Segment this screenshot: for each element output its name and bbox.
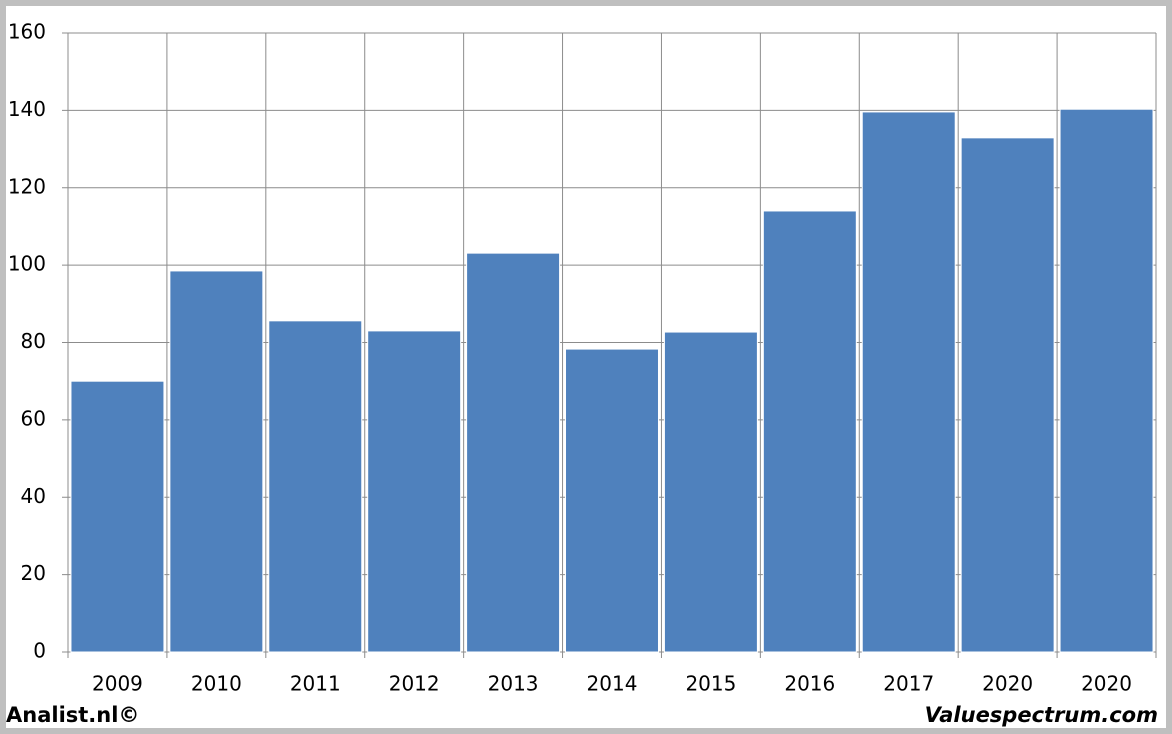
bar <box>367 330 462 653</box>
y-tick-label: 140 <box>8 97 46 121</box>
y-tick-label: 160 <box>8 20 46 44</box>
bar <box>762 210 857 653</box>
y-tick-label: 120 <box>8 174 46 198</box>
y-tick-label: 80 <box>21 329 46 353</box>
x-tick-label: 2016 <box>784 672 835 696</box>
x-tick-label: 2020 <box>1081 672 1132 696</box>
bar <box>861 111 956 653</box>
x-tick-label: 2011 <box>290 672 341 696</box>
y-tick-label: 60 <box>21 406 46 430</box>
bar <box>663 331 758 653</box>
x-tick-label: 2012 <box>389 672 440 696</box>
x-tick-label: 2015 <box>685 672 736 696</box>
y-tick-label: 0 <box>33 639 46 663</box>
bar <box>70 380 165 653</box>
x-tick-label: 2010 <box>191 672 242 696</box>
bar <box>268 320 363 653</box>
y-tick-label: 100 <box>8 252 46 276</box>
footer-left: Analist.nl© <box>6 703 139 727</box>
x-tick-label: 2014 <box>587 672 638 696</box>
x-tick-label: 2020 <box>982 672 1033 696</box>
bar <box>960 137 1055 653</box>
y-tick-label: 40 <box>21 484 46 508</box>
bar <box>1059 108 1154 653</box>
bar <box>565 348 659 653</box>
bar <box>169 270 264 653</box>
footer-right: Valuespectrum.com <box>925 703 1158 727</box>
x-tick-label: 2009 <box>92 672 143 696</box>
bar <box>466 252 561 653</box>
x-tick-label: 2013 <box>488 672 539 696</box>
x-tick-label: 2017 <box>883 672 934 696</box>
y-tick-label: 20 <box>21 561 46 585</box>
